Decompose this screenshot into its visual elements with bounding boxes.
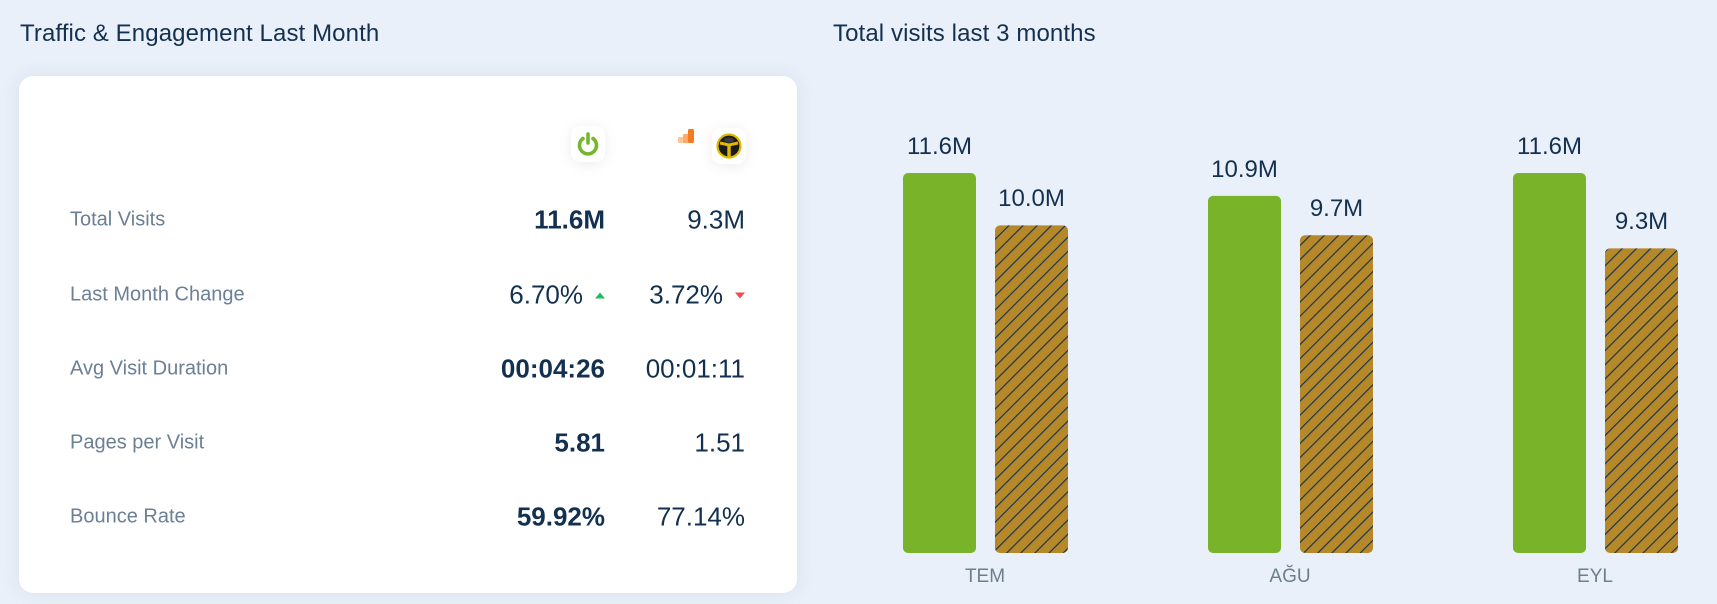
change-value: 6.70%: [509, 279, 583, 310]
bar-value-label: 9.3M: [1614, 208, 1669, 236]
trend-up-icon: [595, 292, 605, 298]
trend-down-icon: [735, 292, 745, 298]
metric-value-site-2: 77.14%: [656, 501, 745, 532]
analytics-bars-icon: [678, 129, 694, 143]
bar-value-label: 11.6M: [907, 133, 972, 160]
bar-site-1-EYL[interactable]: [1513, 173, 1586, 553]
metric-value-site-2: 00:01:11: [645, 353, 745, 384]
power-icon: [577, 132, 599, 156]
metric-value-site-2: 1.51: [694, 427, 745, 458]
metric-label: Pages per Visit: [70, 431, 205, 454]
total-visits-bar-chart: 11.6M 10.0M TEM 10.9M 9.7M AĞU 11.6M 9.3M EYL: [820, 60, 1717, 604]
total-visits-chart-title: Total visits last 3 months: [833, 20, 1096, 47]
metric-row-avg-visit-duration: Avg Visit Duration 00:04:26 00:01:11: [19, 349, 797, 389]
bar-site-1-TEM[interactable]: [903, 173, 976, 553]
metric-row-total-visits: Total Visits 11.6M 9.3M: [19, 200, 797, 240]
metric-row-last-month-change: Last Month Change 6.70% 3.72%: [19, 275, 797, 315]
bar-value-label: 10.0M: [998, 185, 1065, 213]
traffic-engagement-card: Total Visits 11.6M 9.3M Last Month Chang…: [19, 76, 797, 593]
metric-value-site-1: 6.70%: [509, 280, 611, 311]
site-2-logo: [712, 128, 746, 164]
chart-bars-svg: [903, 173, 1678, 553]
bar-site-1-AĞU[interactable]: [1208, 195, 1281, 553]
metric-value-site-1: 59.92%: [516, 501, 605, 532]
x-axis-tick-label: EYL: [1577, 566, 1613, 587]
metric-value-site-1: 5.81: [554, 427, 605, 458]
metric-label: Total Visits: [70, 208, 166, 231]
x-axis-tick-label: AĞU: [1269, 566, 1311, 587]
yellow-black-brand-icon: [716, 133, 742, 159]
metric-row-bounce-rate: Bounce Rate 59.92% 77.14%: [19, 497, 797, 537]
change-value: 3.72%: [649, 279, 723, 310]
metric-row-pages-per-visit: Pages per Visit 5.81 1.51: [19, 423, 797, 463]
x-axis-tick-label: TEM: [964, 566, 1006, 587]
metric-value-site-1: 00:04:26: [500, 353, 605, 384]
bar-site-2-EYL[interactable]: [1605, 248, 1678, 553]
metric-label: Avg Visit Duration: [70, 357, 229, 380]
bar-site-2-AĞU[interactable]: [1300, 235, 1373, 553]
bar-value-label: 9.7M: [1309, 195, 1364, 223]
metric-label: Bounce Rate: [70, 505, 186, 528]
bar-site-2-TEM[interactable]: [995, 225, 1068, 553]
metric-label: Last Month Change: [70, 283, 245, 306]
metric-value-site-1: 11.6M: [534, 204, 605, 235]
bar-value-label: 11.6M: [1517, 133, 1582, 160]
metric-value-site-2: 9.3M: [687, 204, 745, 235]
site-1-logo: [571, 126, 605, 162]
metric-value-site-2: 3.72%: [649, 280, 753, 311]
traffic-engagement-title: Traffic & Engagement Last Month: [20, 20, 380, 47]
bar-value-label: 10.9M: [1211, 155, 1278, 183]
